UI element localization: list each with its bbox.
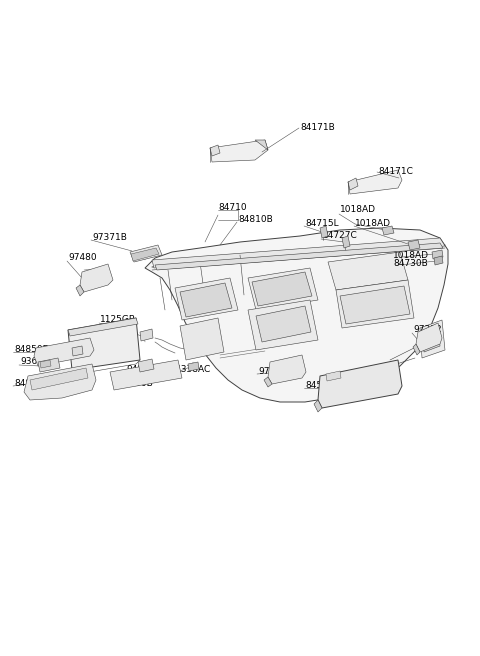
Polygon shape xyxy=(320,226,328,238)
Polygon shape xyxy=(76,285,84,296)
Text: 1125GB: 1125GB xyxy=(100,316,136,325)
Polygon shape xyxy=(248,268,318,310)
Text: 97371B: 97371B xyxy=(92,232,127,241)
Polygon shape xyxy=(340,286,410,324)
Polygon shape xyxy=(38,358,60,372)
Text: 84171C: 84171C xyxy=(378,167,413,176)
Polygon shape xyxy=(413,344,420,355)
Polygon shape xyxy=(336,280,414,328)
Text: 84530: 84530 xyxy=(305,380,334,390)
Polygon shape xyxy=(256,306,311,342)
Text: 84850D: 84850D xyxy=(14,344,49,354)
Polygon shape xyxy=(140,329,153,341)
Polygon shape xyxy=(180,318,224,360)
Polygon shape xyxy=(175,278,238,320)
Polygon shape xyxy=(318,360,402,408)
Polygon shape xyxy=(155,243,443,270)
Polygon shape xyxy=(252,272,312,306)
Polygon shape xyxy=(72,346,83,356)
Polygon shape xyxy=(68,318,138,336)
Text: 97480: 97480 xyxy=(68,253,96,262)
Polygon shape xyxy=(342,236,350,248)
Polygon shape xyxy=(130,245,162,262)
Polygon shape xyxy=(131,248,159,261)
Text: 84715L: 84715L xyxy=(305,218,338,228)
Polygon shape xyxy=(30,368,88,390)
Polygon shape xyxy=(348,178,358,190)
Polygon shape xyxy=(408,240,420,250)
Text: 93691: 93691 xyxy=(20,358,49,367)
Text: 84171B: 84171B xyxy=(300,123,335,133)
Polygon shape xyxy=(145,228,448,402)
Polygon shape xyxy=(138,359,154,372)
Polygon shape xyxy=(416,323,442,352)
Polygon shape xyxy=(180,283,232,317)
Text: 84850: 84850 xyxy=(14,379,43,388)
Polygon shape xyxy=(432,250,443,259)
Text: 84830B: 84830B xyxy=(118,380,153,388)
Polygon shape xyxy=(348,170,402,194)
Polygon shape xyxy=(188,362,199,371)
Polygon shape xyxy=(326,371,341,381)
Text: 1338AC: 1338AC xyxy=(176,365,211,375)
Text: 1018AD: 1018AD xyxy=(355,218,391,228)
Polygon shape xyxy=(248,300,318,350)
Text: 84810B: 84810B xyxy=(238,216,273,224)
Polygon shape xyxy=(210,145,220,156)
Text: 94510E: 94510E xyxy=(126,365,160,375)
Text: 84710: 84710 xyxy=(218,203,247,211)
Text: 97372: 97372 xyxy=(413,325,442,335)
Polygon shape xyxy=(264,377,272,387)
Polygon shape xyxy=(314,400,322,412)
Polygon shape xyxy=(422,326,440,352)
Polygon shape xyxy=(34,338,94,366)
Polygon shape xyxy=(210,140,268,162)
Polygon shape xyxy=(268,355,306,384)
Polygon shape xyxy=(152,238,445,268)
Polygon shape xyxy=(382,226,394,235)
Polygon shape xyxy=(24,364,96,400)
Text: 84730B: 84730B xyxy=(393,260,428,268)
Text: 1018AD: 1018AD xyxy=(340,205,376,215)
Polygon shape xyxy=(68,318,140,370)
Text: 84727C: 84727C xyxy=(322,232,357,241)
Polygon shape xyxy=(110,360,182,390)
Polygon shape xyxy=(434,256,443,265)
Polygon shape xyxy=(40,360,51,368)
Text: 1018AD: 1018AD xyxy=(393,251,429,260)
Polygon shape xyxy=(255,140,268,150)
Polygon shape xyxy=(80,264,113,292)
Polygon shape xyxy=(328,252,408,290)
Text: 97490: 97490 xyxy=(258,367,287,375)
Polygon shape xyxy=(420,320,445,358)
